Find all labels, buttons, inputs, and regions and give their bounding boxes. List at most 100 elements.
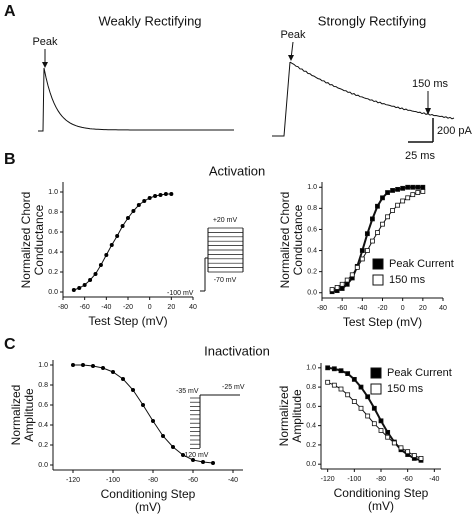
x-tick-label: -80 (58, 304, 68, 311)
data-point (344, 277, 350, 283)
inset-label: -25 mV (222, 384, 245, 391)
data-point (109, 243, 114, 247)
data-point (405, 449, 411, 455)
data-point (400, 198, 406, 204)
x-tick-label: -120 (66, 477, 80, 484)
scale-label: 200 pA (437, 125, 473, 137)
x-tick-label: -80 (148, 477, 158, 484)
legend-swatch (372, 274, 384, 286)
data-point (395, 186, 401, 192)
data-point (331, 366, 337, 372)
data-point (351, 376, 357, 382)
data-point (420, 184, 426, 190)
data-point (385, 429, 391, 435)
data-point (338, 386, 344, 392)
x-tick-label: -20 (377, 305, 387, 312)
y-tick-label: 1.0 (306, 365, 316, 372)
legend-swatch (372, 258, 384, 270)
section-title: Activation (209, 163, 265, 178)
data-point (345, 371, 351, 377)
x-tick-label: 0 (401, 305, 405, 312)
trace-title: Weakly Rectifying (98, 13, 201, 28)
x-axis-label: Conditioning Step (mV) (100, 487, 196, 514)
panel-letter: C (4, 336, 16, 353)
y-tick-label: 0.8 (307, 205, 317, 212)
data-point (104, 253, 109, 257)
panel-letter: B (4, 151, 16, 168)
data-point (81, 363, 85, 367)
data-point (411, 453, 417, 458)
x-tick-label: -120 (321, 476, 335, 483)
data-point (390, 188, 395, 193)
data-point (420, 189, 426, 194)
data-point (398, 445, 404, 451)
data-point (400, 185, 406, 191)
x-tick-label: -60 (188, 477, 198, 484)
data-point (405, 195, 411, 201)
x-tick-label: -40 (357, 305, 367, 312)
data-point (329, 287, 335, 292)
legend-swatch (370, 383, 382, 395)
data-point (82, 283, 87, 287)
data-point (344, 281, 350, 287)
peak-label: Peak (32, 36, 58, 48)
data-point (201, 460, 205, 464)
x-tick-label: -80 (317, 305, 327, 312)
data-point (325, 379, 331, 385)
peak-label: Peak (280, 29, 306, 41)
y-axis-label: Normalized Chord Conductance (278, 191, 305, 289)
data-point (98, 263, 103, 267)
data-point (161, 434, 165, 438)
x-tick-label: 40 (439, 305, 447, 312)
data-point (151, 419, 155, 423)
data-point (365, 394, 371, 400)
x-tick-label: -80 (376, 476, 386, 483)
fit-line (327, 366, 422, 462)
data-point (391, 440, 397, 446)
arrow-head (425, 108, 431, 115)
data-point (71, 288, 76, 292)
y-tick-label: 0.8 (38, 382, 48, 389)
time-marker-label: 150 ms (412, 78, 449, 90)
y-tick-label: 0.2 (38, 442, 48, 449)
scale-label: 25 ms (405, 150, 435, 162)
data-point (415, 190, 421, 195)
data-point (131, 209, 136, 213)
data-point (111, 370, 115, 374)
data-point (120, 224, 125, 228)
legend-label: 150 ms (387, 383, 424, 395)
current-trace (272, 61, 455, 137)
inset-label: +20 mV (213, 217, 238, 224)
data-point (325, 365, 331, 371)
y-tick-label: 0.0 (307, 290, 317, 297)
data-point (169, 192, 174, 196)
panel-letter: A (4, 3, 16, 20)
data-point (375, 230, 380, 236)
x-axis-label: Test Step (mV) (342, 315, 423, 329)
data-point (131, 388, 135, 392)
legend-swatch (370, 367, 382, 379)
y-tick-label: 0.2 (306, 442, 316, 449)
y-axis-label: Normalized Amplitude (9, 384, 36, 446)
data-point (364, 231, 370, 237)
legend-label: Peak Current (389, 258, 454, 270)
x-tick-label: 20 (167, 304, 175, 311)
data-point (345, 392, 351, 398)
x-tick-label: -60 (80, 304, 90, 311)
y-axis-label: Normalized Chord Conductance (19, 191, 46, 288)
data-point (91, 364, 95, 368)
data-point (158, 193, 163, 197)
data-point (334, 285, 340, 290)
inset-label: -120 mV (182, 452, 209, 459)
data-point (380, 195, 385, 201)
data-point (390, 208, 395, 213)
legend-label: Peak Current (387, 367, 452, 379)
data-point (415, 184, 421, 190)
data-point (71, 363, 75, 367)
y-tick-label: 0.8 (48, 209, 58, 216)
x-tick-label: 0 (148, 304, 152, 311)
y-tick-label: 0.4 (48, 249, 58, 256)
data-point (370, 238, 375, 244)
